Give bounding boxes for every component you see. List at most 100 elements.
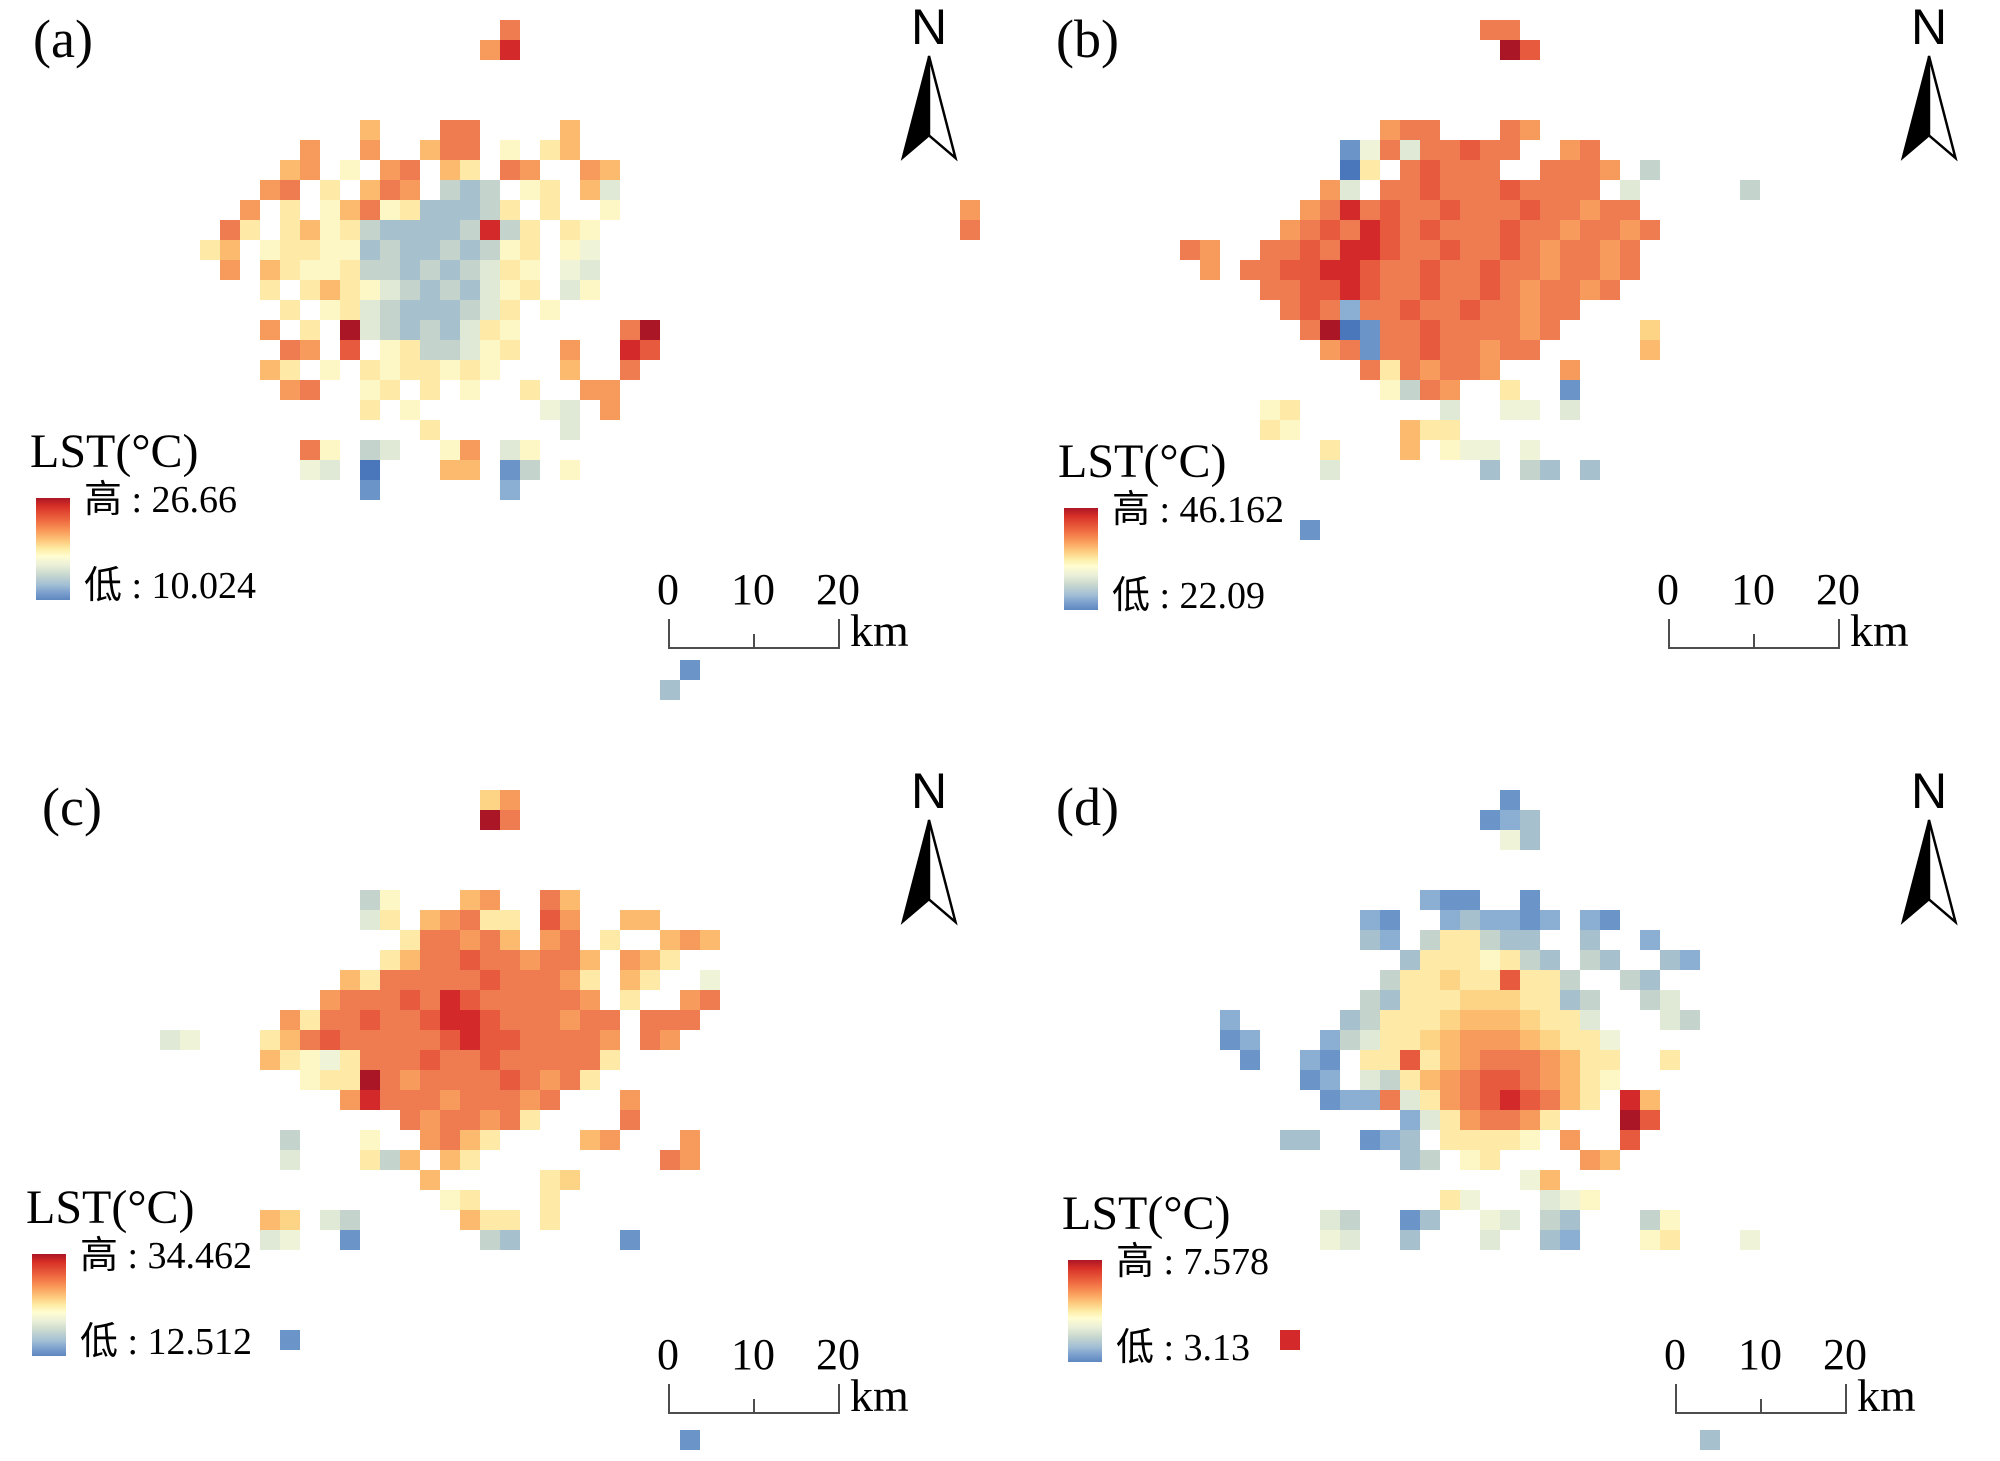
scalebar-tick-label: 20 [1816, 565, 1860, 614]
lst-raster-cell [560, 120, 580, 140]
lst-raster-cell [400, 220, 420, 240]
lst-raster-cell [1420, 1210, 1440, 1230]
lst-raster-cell [300, 380, 320, 400]
lst-raster-cell [1480, 1030, 1500, 1050]
lst-raster-cell [480, 1090, 500, 1110]
lst-raster-cell [1420, 890, 1440, 910]
lst-raster-cell [460, 280, 480, 300]
lst-raster-cell [280, 380, 300, 400]
lst-raster-cell [1280, 260, 1300, 280]
lst-raster-cell [580, 160, 600, 180]
lst-raster-cell [1420, 1070, 1440, 1090]
lst-raster-cell [1320, 440, 1340, 460]
lst-raster-cell [1440, 200, 1460, 220]
lst-raster-cell [1540, 200, 1560, 220]
lst-raster-cell [640, 340, 660, 360]
lst-raster-cell [460, 220, 480, 240]
lst-raster-cell [480, 40, 500, 60]
lst-raster-cell [360, 180, 380, 200]
lst-raster-cell [520, 280, 540, 300]
lst-raster-cell [320, 200, 340, 220]
lst-raster-cell [1560, 1090, 1580, 1110]
north-arrow: N [1896, 2, 1962, 162]
lst-raster-cell [460, 1070, 480, 1090]
lst-raster-cell [1520, 1170, 1540, 1190]
lst-raster-cell [1460, 1090, 1480, 1110]
lst-raster-cell [460, 260, 480, 280]
lst-raster-cell [1380, 340, 1400, 360]
lst-raster-cell [280, 180, 300, 200]
lst-raster-cell [560, 930, 580, 950]
lst-raster-cell [680, 660, 700, 680]
lst-raster-cell [1460, 1030, 1480, 1050]
lst-raster-cell [1560, 1030, 1580, 1050]
lst-raster-cell [520, 1110, 540, 1130]
lst-raster-cell [1600, 200, 1620, 220]
lst-raster-cell [1500, 1090, 1520, 1110]
panel-label: (c) [42, 777, 102, 837]
lst-raster-cell [540, 1030, 560, 1050]
lst-raster-cell [440, 970, 460, 990]
lst-raster-cell [1560, 1230, 1580, 1250]
lst-raster-cell [1320, 280, 1340, 300]
lst-raster-cell [1600, 280, 1620, 300]
lst-raster-cell [300, 220, 320, 240]
lst-raster-cell [280, 340, 300, 360]
lst-raster-cell [620, 950, 640, 970]
lst-raster-cell [1660, 1010, 1680, 1030]
lst-raster-cell [1520, 260, 1540, 280]
lst-raster-cell [1440, 220, 1460, 240]
lst-raster-cell [1520, 220, 1540, 240]
lst-raster-cell [1400, 1070, 1420, 1090]
lst-raster-cell [340, 280, 360, 300]
lst-raster-cell [700, 970, 720, 990]
scalebar-tick-label: 0 [657, 565, 679, 614]
lst-raster-cell [1500, 40, 1520, 60]
lst-raster-cell [1600, 1030, 1620, 1050]
lst-raster-cell [1560, 990, 1580, 1010]
lst-raster-cell [1400, 300, 1420, 320]
lst-raster-cell [1440, 400, 1460, 420]
lst-raster-cell [500, 910, 520, 930]
lst-raster-cell [380, 1050, 400, 1070]
lst-raster-cell [1340, 240, 1360, 260]
legend-low-label: 低 : 12.512 [80, 1321, 253, 1363]
lst-raster-cell [1580, 240, 1600, 260]
legend-title: LST(°C) [1058, 435, 1227, 488]
lst-raster-cell [1320, 1090, 1340, 1110]
lst-raster-cell [1280, 1330, 1300, 1350]
lst-raster-cell [1300, 220, 1320, 240]
lst-raster-cell [1420, 340, 1440, 360]
lst-raster-cell [280, 160, 300, 180]
lst-raster-cell [440, 160, 460, 180]
lst-raster-cell [1640, 1110, 1660, 1130]
lst-raster-cell [440, 930, 460, 950]
lst-raster-cell [500, 1070, 520, 1090]
lst-raster-cell [1580, 1190, 1600, 1210]
lst-raster-cell [600, 1130, 620, 1150]
lst-raster-cell [480, 1210, 500, 1230]
lst-raster-cell [960, 220, 980, 240]
lst-raster-cell [500, 260, 520, 280]
lst-raster-cell [1580, 280, 1600, 300]
lst-raster-cell [1540, 1230, 1560, 1250]
lst-raster-cell [1400, 440, 1420, 460]
lst-raster-cell [1500, 380, 1520, 400]
lst-raster-cell [480, 810, 500, 830]
lst-raster-cell [260, 1030, 280, 1050]
lst-raster-cell [380, 1090, 400, 1110]
lst-raster-cell [360, 1130, 380, 1150]
lst-raster-cell [480, 320, 500, 340]
lst-raster-cell [1500, 1030, 1520, 1050]
lst-raster-cell [480, 970, 500, 990]
lst-raster-cell [1500, 970, 1520, 990]
lst-raster-cell [500, 280, 520, 300]
lst-raster-cell [1360, 360, 1380, 380]
lst-raster-cell [1340, 1230, 1360, 1250]
lst-raster-cell [540, 1010, 560, 1030]
lst-raster-cell [280, 1050, 300, 1070]
lst-raster-cell [480, 930, 500, 950]
lst-raster-cell [320, 260, 340, 280]
lst-raster-cell [1500, 220, 1520, 240]
scale-bar: 0 10 20 km [1655, 1333, 1985, 1423]
